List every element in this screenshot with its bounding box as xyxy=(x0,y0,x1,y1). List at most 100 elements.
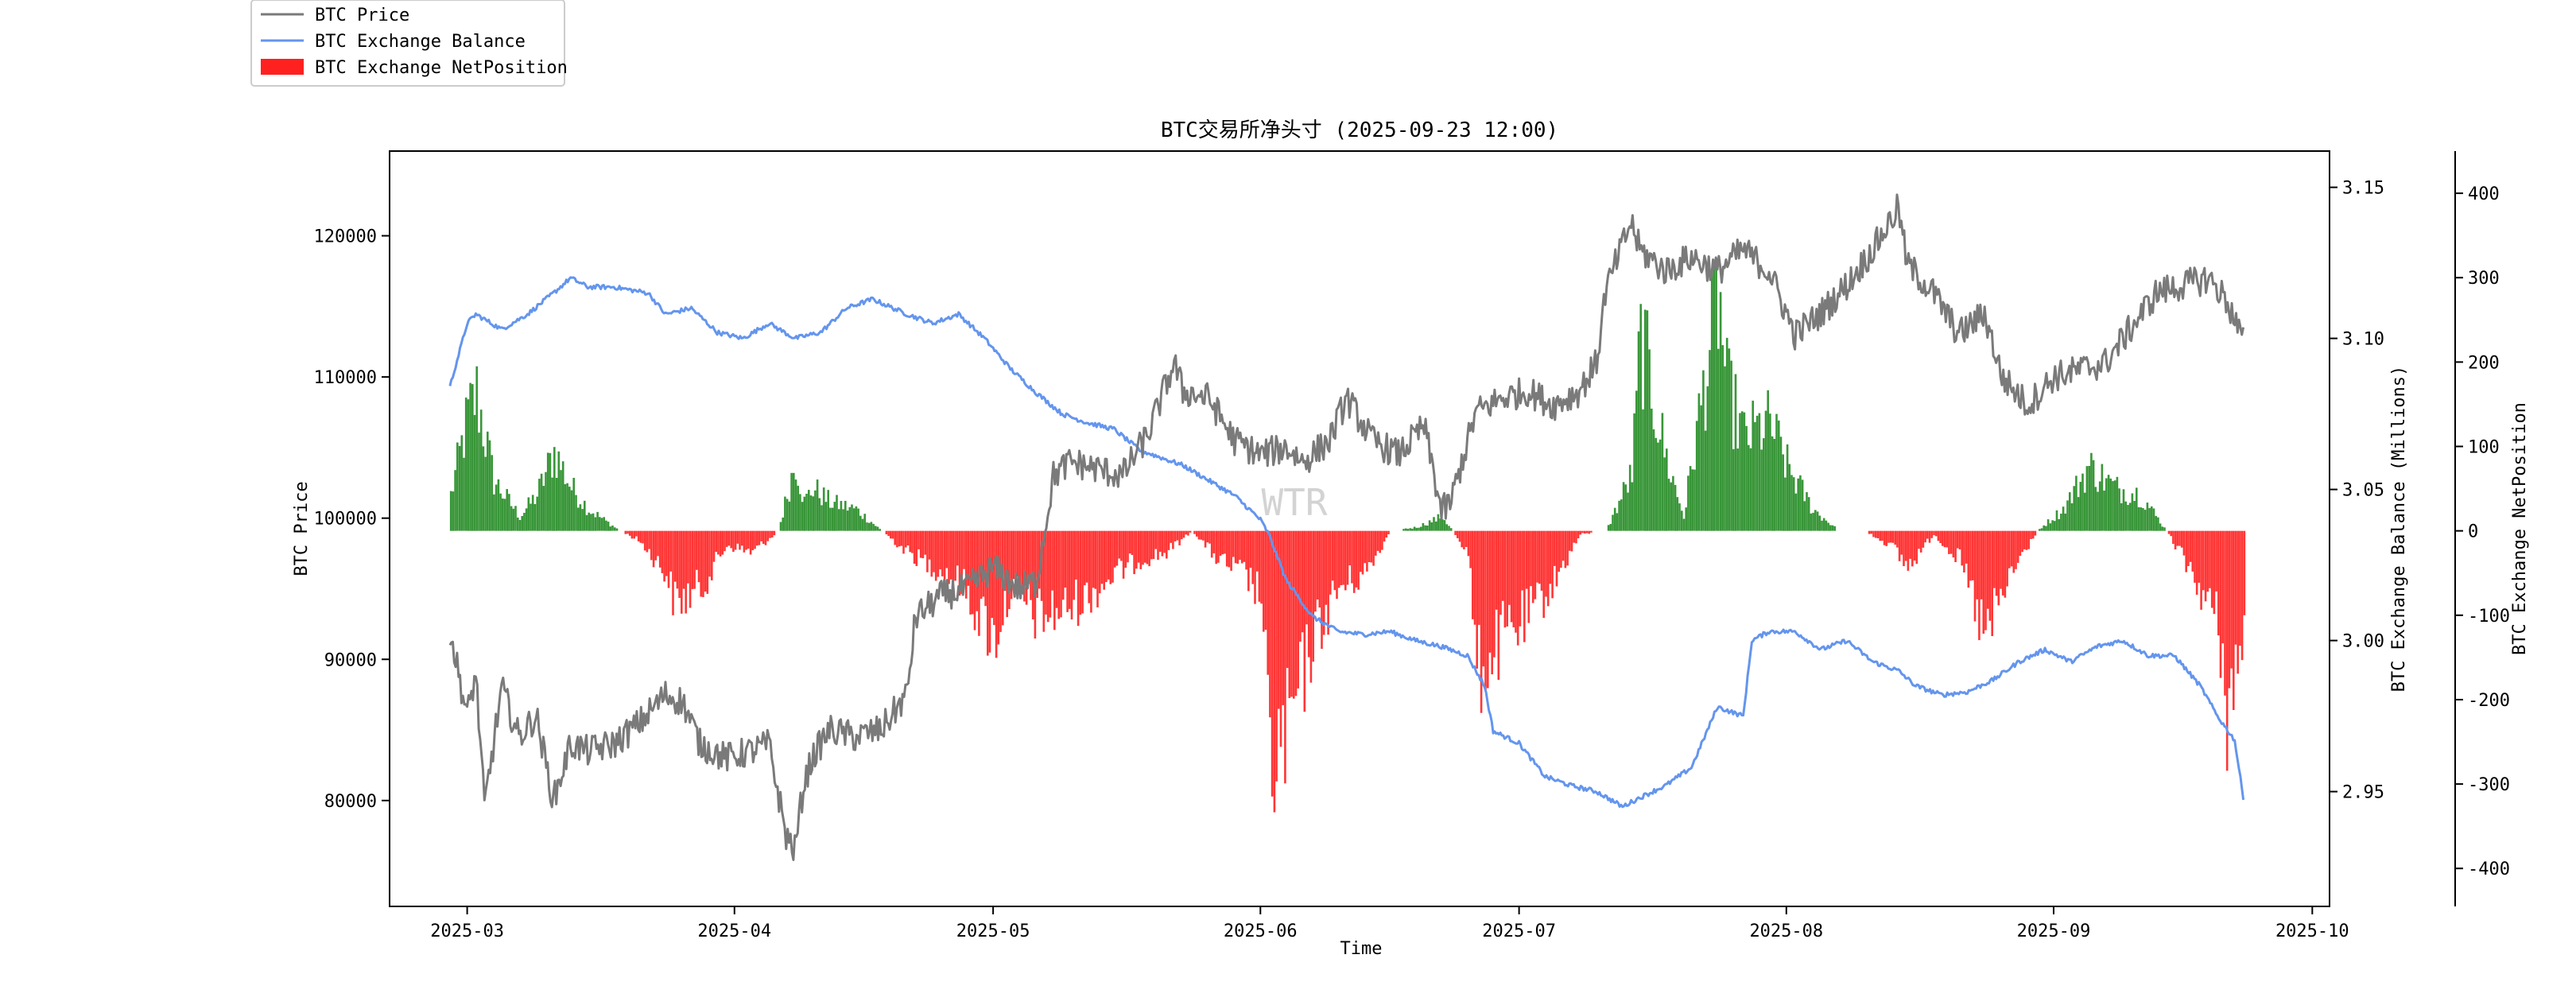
netposition-axis-tick-label: -400 xyxy=(2468,859,2510,879)
netposition-bar xyxy=(654,530,658,561)
netposition-bar xyxy=(2127,505,2129,531)
netposition-bar xyxy=(1749,448,1752,531)
netposition-bar xyxy=(2039,529,2041,531)
netposition-bar xyxy=(1995,530,1998,596)
netposition-bar xyxy=(1695,421,1698,531)
netposition-bar xyxy=(592,513,595,531)
netposition-bar xyxy=(1249,530,1252,568)
netposition-bar xyxy=(1933,530,1935,536)
netposition-bar xyxy=(1685,507,1687,531)
netposition-bar xyxy=(495,484,498,531)
netposition-bar xyxy=(1036,530,1038,598)
netposition-bar xyxy=(2001,530,2004,596)
netposition-bar xyxy=(1521,530,1523,591)
netposition-bar xyxy=(642,530,644,544)
netposition-bar xyxy=(1084,530,1086,586)
x-axis-tick-label: 2025-03 xyxy=(430,922,504,941)
netposition-bar xyxy=(2217,530,2220,636)
netposition-bar xyxy=(2116,476,2119,531)
netposition-bar xyxy=(1269,530,1271,718)
netposition-bar xyxy=(1969,530,1972,581)
netposition-bar xyxy=(2194,530,2196,583)
netposition-bar xyxy=(1079,530,1082,615)
netposition-bar xyxy=(669,530,672,572)
netposition-bar xyxy=(2094,487,2097,531)
netposition-bar xyxy=(639,530,642,543)
netposition-bar xyxy=(2185,530,2187,572)
netposition-bar xyxy=(836,495,838,531)
netposition-bar xyxy=(937,530,940,577)
netposition-bar xyxy=(984,530,987,607)
netposition-bar xyxy=(1461,530,1463,548)
netposition-bar xyxy=(484,456,487,531)
netposition-bar xyxy=(1676,497,1679,531)
netposition-bar xyxy=(960,530,963,595)
netposition-bar xyxy=(1590,530,1593,533)
netposition-bar xyxy=(1915,530,1918,565)
netposition-bar xyxy=(1894,530,1896,545)
x-axis-tick-label: 2025-05 xyxy=(956,922,1030,941)
netposition-bar xyxy=(1963,530,1965,572)
netposition-bar xyxy=(963,530,965,569)
netposition-bar xyxy=(514,506,517,531)
netposition-bar xyxy=(1424,525,1426,531)
netposition-bar xyxy=(1301,530,1304,633)
netposition-bar xyxy=(460,435,464,531)
netposition-bar xyxy=(1053,530,1056,631)
netposition-bar xyxy=(2240,530,2244,661)
netposition-bar xyxy=(1284,530,1286,784)
netposition-bar xyxy=(1046,530,1049,623)
netposition-bar xyxy=(1546,530,1550,607)
netposition-bar xyxy=(1312,530,1314,662)
netposition-bar xyxy=(943,530,946,584)
netposition-bar xyxy=(560,470,562,531)
netposition-bar xyxy=(822,487,825,531)
netposition-bar xyxy=(1158,530,1162,552)
netposition-bar xyxy=(2113,480,2116,531)
netposition-bar xyxy=(1085,530,1088,583)
netposition-bar xyxy=(1937,530,1940,541)
netposition-bar xyxy=(1336,530,1338,600)
netposition-bar xyxy=(1704,430,1707,531)
netposition-bar xyxy=(1182,530,1185,538)
netposition-bar xyxy=(475,366,478,531)
netposition-bar xyxy=(1663,457,1666,531)
netposition-bar xyxy=(1758,413,1761,531)
netposition-bar xyxy=(1018,530,1022,586)
netposition-bar xyxy=(594,517,597,531)
netposition-bar xyxy=(1993,530,1996,588)
netposition-bar xyxy=(1728,348,1731,531)
netposition-bar xyxy=(643,530,646,551)
netposition-bar xyxy=(2182,530,2186,556)
netposition-bar xyxy=(926,530,929,572)
netposition-bar xyxy=(1267,530,1269,675)
netposition-bar xyxy=(717,530,720,555)
netposition-bar xyxy=(1480,530,1483,713)
netposition-bar xyxy=(510,506,513,531)
netposition-bar xyxy=(1797,478,1799,531)
netposition-bar xyxy=(1889,530,1892,543)
netposition-bar xyxy=(2143,510,2147,531)
netposition-bar xyxy=(2189,530,2192,562)
netposition-axis-tick-label: 100 xyxy=(2468,438,2500,458)
netposition-bar xyxy=(863,514,866,531)
netposition-bar xyxy=(928,530,931,560)
netposition-bar xyxy=(473,414,476,531)
netposition-bar xyxy=(488,440,491,531)
netposition-bar xyxy=(633,530,635,539)
netposition-bar xyxy=(1637,331,1640,531)
netposition-bar xyxy=(1646,310,1649,531)
netposition-bar xyxy=(987,530,989,656)
netposition-bar xyxy=(711,530,713,580)
netposition-bar xyxy=(557,451,561,531)
netposition-bar xyxy=(1911,530,1914,567)
netposition-bar xyxy=(1833,526,1836,531)
netposition-bar xyxy=(821,505,823,531)
netposition-bar xyxy=(1143,530,1146,563)
netposition-bar xyxy=(706,530,709,594)
netposition-bar xyxy=(1370,530,1373,563)
netposition-bar xyxy=(1049,530,1052,618)
netposition-bar xyxy=(678,530,681,598)
netposition-bar xyxy=(605,520,607,531)
netposition-bar xyxy=(921,530,925,559)
